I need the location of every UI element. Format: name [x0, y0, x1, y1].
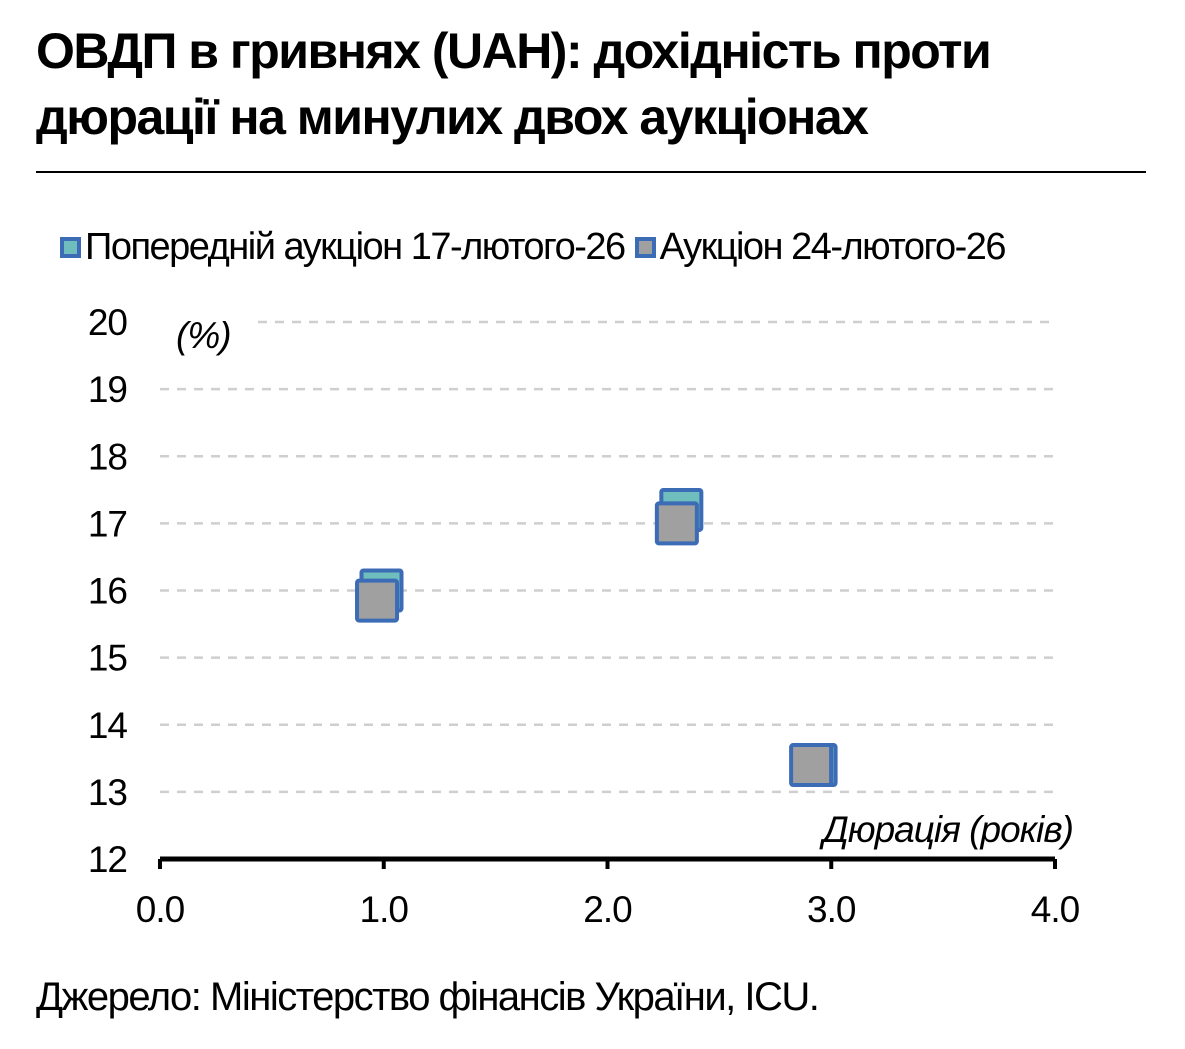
- chart-title: ОВДП в гривнях (UAH): дохідність проти д…: [36, 23, 992, 145]
- y-tick-label-7: 19: [88, 369, 127, 410]
- legend-swatch-previous-auction: [60, 236, 81, 258]
- y-tick-label-2: 14: [88, 705, 128, 746]
- marker-current-auction-1: [654, 501, 699, 546]
- x-tick-label-3: 3.0: [807, 889, 856, 930]
- legend-label-previous-auction: Попередній аукціон 17-лютого-26: [85, 225, 626, 268]
- marker-current-auction-0: [355, 578, 400, 623]
- y-tick-label-0: 12: [88, 839, 127, 880]
- y-tick-label-1: 13: [88, 772, 127, 813]
- legend-item-previous-auction: Попередній аукціон 17-лютого-26: [60, 225, 626, 269]
- marker-current-auction-2: [789, 743, 834, 788]
- x-tick-label-4: 4.0: [1031, 889, 1080, 930]
- y-tick-label-8: 20: [88, 302, 128, 343]
- y-tick-label-5: 17: [88, 503, 127, 544]
- legend-label-current-auction: Аукціон 24-лютого-26: [659, 225, 1007, 268]
- legend-item-current-auction: Аукціон 24-лютого-26: [634, 225, 1007, 269]
- y-tick-label-3: 15: [88, 638, 128, 679]
- y-tick-label-4: 16: [88, 571, 127, 612]
- chart-legend: Попередній аукціон 17-лютого-26 Аукціон …: [60, 222, 1015, 272]
- x-axis-label: Дюрація (років): [819, 809, 1073, 850]
- x-tick-label-2: 2.0: [583, 889, 632, 930]
- y-axis-label: (%): [176, 315, 231, 356]
- x-tick-label-0: 0.0: [136, 889, 185, 930]
- source-note: Джерело: Міністерство фінансів України, …: [36, 975, 820, 1019]
- x-tick-label-1: 1.0: [360, 889, 409, 930]
- legend-swatch-current-auction: [634, 236, 656, 258]
- title-divider: [36, 171, 1146, 173]
- y-tick-label-6: 18: [88, 436, 127, 477]
